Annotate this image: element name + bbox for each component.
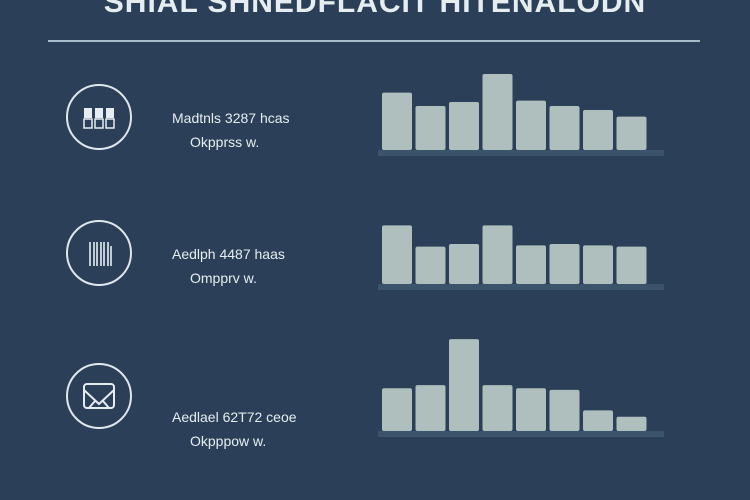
- bar: [449, 102, 479, 150]
- bar: [382, 225, 412, 284]
- bar: [616, 116, 647, 150]
- stat-row-3: Aedlael 62T72 ceoe Okpppow w.: [0, 333, 750, 449]
- bar: [415, 106, 446, 150]
- bar: [516, 388, 546, 431]
- bar: [482, 225, 513, 284]
- bar-chart-1: [378, 74, 664, 156]
- barcode-icon: [66, 220, 132, 286]
- metric-label: Aedlph 4487 haas: [172, 246, 285, 262]
- bar: [583, 110, 613, 150]
- bar: [382, 388, 412, 431]
- bar: [549, 106, 580, 150]
- bar: [482, 74, 513, 150]
- bar: [415, 246, 446, 284]
- bar: [449, 339, 479, 431]
- bar: [549, 244, 580, 284]
- stat-row-1: Madtnls 3287 hcas Okpprss w.: [0, 62, 750, 172]
- bar-chart-2: [378, 225, 664, 290]
- bar: [482, 385, 513, 431]
- bar: [449, 244, 479, 284]
- bar: [382, 92, 412, 150]
- bar: [415, 385, 446, 431]
- chart-baseline: [378, 284, 664, 290]
- bar-chart-3: [378, 339, 664, 437]
- metric-sublabel: Okpprss w.: [190, 134, 260, 150]
- bar: [516, 245, 546, 284]
- metric-label: Madtnls 3287 hcas: [172, 110, 290, 126]
- bar: [583, 410, 613, 431]
- battery-cells-icon: [66, 84, 132, 150]
- chart-baseline: [378, 150, 664, 156]
- page-title: SHIAL SHNEDFLACIT HITENALODN: [103, 0, 647, 19]
- metric-label: Aedlael 62T72 ceoe: [172, 409, 297, 425]
- metric-sublabel: Okpppow w.: [190, 433, 267, 449]
- inbox-icon: [66, 363, 132, 429]
- metric-sublabel: Ompprv w.: [190, 270, 257, 286]
- bar: [616, 246, 647, 284]
- title-divider: [48, 40, 700, 42]
- bar: [583, 245, 613, 284]
- bar: [549, 389, 580, 431]
- chart-baseline: [378, 431, 664, 437]
- bar: [616, 416, 647, 431]
- stat-row-2: Aedlph 4487 haas Ompprv w.: [0, 198, 750, 308]
- bar: [516, 100, 546, 150]
